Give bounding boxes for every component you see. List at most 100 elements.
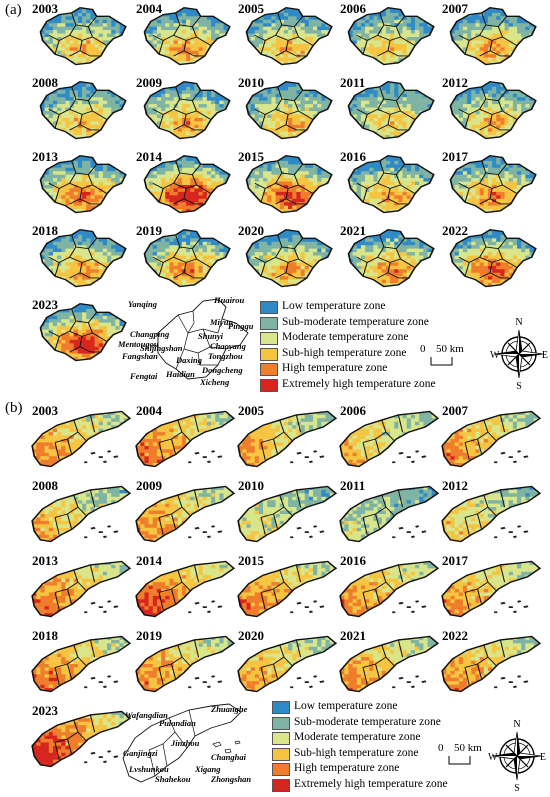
legend-swatch	[260, 317, 278, 330]
year-label: 2022	[442, 224, 468, 238]
legend-label: High temperature zone	[294, 762, 399, 775]
islands	[290, 600, 324, 613]
islands	[392, 450, 426, 463]
year-map-2015: 2015	[234, 554, 346, 624]
islands	[188, 675, 222, 688]
islands	[188, 600, 222, 613]
panel-b-label: (b)	[5, 400, 23, 417]
year-label: 2005	[238, 404, 264, 418]
year-map-2010: 2010	[234, 479, 346, 549]
legend-label: Sub-high temperature zone	[294, 747, 419, 760]
legend-label: Sub-high temperature zone	[282, 347, 407, 360]
district-label: Ganjingzi	[123, 748, 158, 758]
year-map-2004: 2004	[132, 404, 244, 474]
year-label: 2012	[442, 76, 468, 90]
district-label: Xigang	[194, 764, 221, 774]
year-label: 2020	[238, 629, 264, 643]
year-map-2007: 2007	[438, 2, 550, 72]
year-label: 2016	[340, 150, 366, 164]
compass-n: N	[515, 318, 522, 328]
islands	[188, 450, 222, 463]
year-label: 2018	[32, 629, 58, 643]
compass-n: N	[513, 720, 520, 730]
year-label: 2004	[136, 404, 162, 418]
year-map-2008: 2008	[28, 76, 140, 146]
islands	[392, 525, 426, 538]
district-label: Jinzhou	[170, 738, 200, 748]
legend-swatch	[260, 301, 278, 314]
islands	[290, 525, 324, 538]
compass-e: E	[542, 350, 548, 361]
islands	[84, 600, 118, 613]
year-map-2011: 2011	[336, 76, 448, 146]
year-map-2017: 2017	[438, 554, 550, 624]
district-label: Fengtai	[129, 371, 158, 381]
legend-swatch	[272, 748, 290, 761]
year-map-2014: 2014	[132, 150, 244, 220]
compass-s: S	[516, 381, 522, 390]
compass-w: W	[488, 752, 498, 763]
district-label: Pinggu	[228, 321, 254, 331]
islands	[84, 525, 118, 538]
islands	[290, 675, 324, 688]
district-label: Shunyi	[198, 331, 224, 341]
year-map-2004: 2004	[132, 2, 244, 72]
district-label: Zhongshan	[210, 774, 251, 784]
year-map-2007: 2007	[438, 404, 550, 474]
year-map-2012: 2012	[438, 76, 550, 146]
year-map-2014: 2014	[132, 554, 244, 624]
year-label: 2020	[238, 224, 264, 238]
year-label: 2007	[442, 404, 468, 418]
district-label: Pulandian	[159, 718, 196, 728]
islands	[494, 675, 528, 688]
year-label: 2006	[340, 2, 366, 16]
islands	[84, 450, 118, 463]
legend-swatch	[260, 363, 278, 376]
year-map-2016: 2016	[336, 554, 448, 624]
year-label: 2005	[238, 2, 264, 16]
year-map-2003: 2003	[28, 2, 140, 72]
year-label: 2011	[340, 479, 365, 493]
year-map-2022: 2022	[438, 629, 550, 699]
year-map-2020: 2020	[234, 224, 346, 294]
year-label: 2013	[32, 150, 58, 164]
year-label: 2017	[442, 150, 468, 164]
year-label: 2022	[442, 629, 468, 643]
legend-swatch	[260, 332, 278, 345]
year-label: 2021	[340, 224, 366, 238]
legend-swatch	[272, 763, 290, 776]
year-map-2012: 2012	[438, 479, 550, 549]
year-label: 2010	[238, 76, 264, 90]
panel-a-label: (a)	[5, 2, 22, 19]
year-label: 2003	[32, 2, 58, 16]
scale-distance: 50 km	[454, 742, 482, 754]
year-label: 2014	[136, 150, 162, 164]
dalian-district-map: WafangdianZhuanghePulandianGanjingziJinz…	[115, 698, 275, 790]
district-label: Zhuanghe	[210, 704, 248, 714]
legend-label: Moderate temperature zone	[282, 331, 408, 344]
scale-zero: 0	[438, 742, 444, 754]
district-label: Shahekou	[155, 774, 191, 784]
year-label: 2023	[32, 704, 58, 718]
legend-label: Sub-moderate temperature zone	[282, 316, 429, 329]
year-map-2019: 2019	[132, 629, 244, 699]
year-label: 2017	[442, 554, 468, 568]
district-label: Changping	[130, 329, 170, 339]
year-map-2009: 2009	[132, 76, 244, 146]
legend-label: Sub-moderate temperature zone	[294, 716, 441, 729]
year-label: 2008	[32, 76, 58, 90]
year-label: 2003	[32, 404, 58, 418]
compass-e: E	[540, 752, 546, 763]
district-label: Yanqing	[128, 299, 158, 309]
islands	[494, 525, 528, 538]
year-label: 2009	[136, 76, 162, 90]
district-label: Fangshan	[121, 351, 158, 361]
year-label: 2014	[136, 554, 162, 568]
islands	[188, 525, 222, 538]
scale-zero: 0	[420, 343, 426, 355]
legend-swatch	[260, 379, 278, 392]
year-map-2005: 2005	[234, 2, 346, 72]
legend-label: Extremely high temperature zone	[294, 778, 448, 791]
